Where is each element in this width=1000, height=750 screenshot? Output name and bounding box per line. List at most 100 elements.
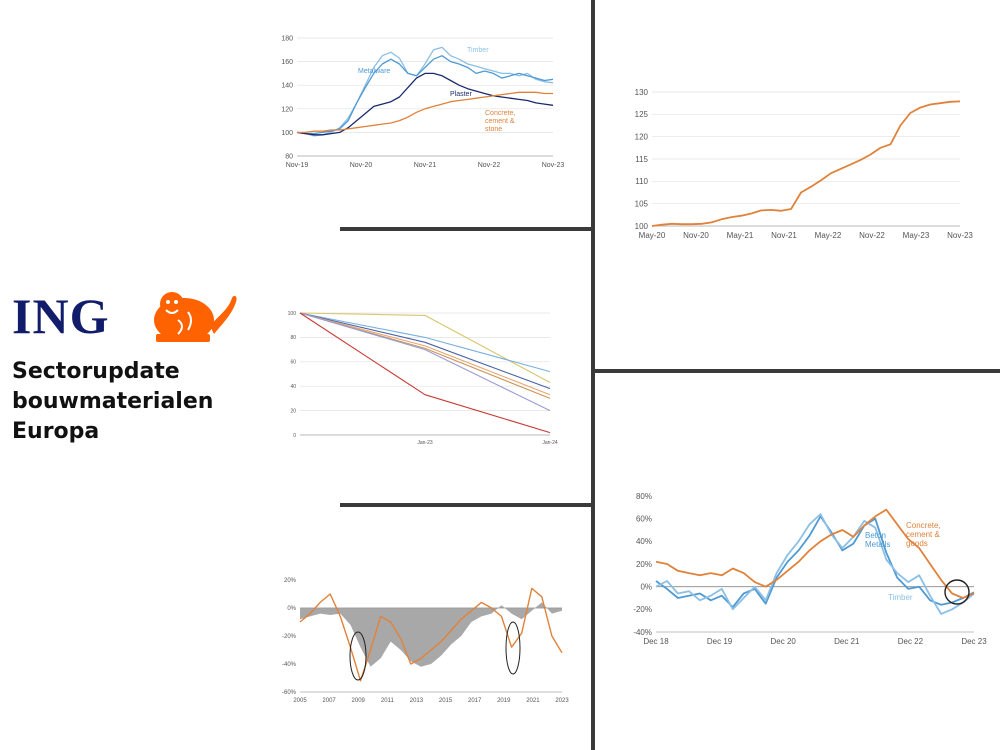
y-tick-label: 20%: [636, 560, 652, 569]
x-tick-label: 2017: [468, 698, 482, 704]
series-label: cement &: [485, 118, 515, 125]
y-tick-label: 80: [285, 153, 293, 160]
lion-icon: [154, 292, 237, 342]
divider-horizontal-top-left: [340, 227, 595, 231]
y-tick-label: 115: [635, 155, 648, 164]
chart-price-index-materials: 80 100 120 140 160 180 Nov-19 Nov-20 Nov-21 Nov-2…: [281, 35, 565, 169]
y-tick-label: -40%: [282, 662, 297, 668]
series-label: Timber: [467, 47, 489, 54]
y-tick-label: 180: [281, 35, 293, 42]
y-tick-label: 110: [635, 177, 648, 186]
series-line: [299, 312, 551, 412]
y-tick-label: 80: [290, 335, 296, 341]
x-tick-label: Nov-20: [683, 231, 709, 240]
y-tick-label: 40: [290, 384, 296, 390]
x-tick-label: 2021: [526, 698, 540, 704]
x-tick-label: 2007: [322, 698, 336, 704]
y-tick-label: 20: [290, 408, 296, 414]
series-area: [300, 602, 562, 667]
x-tick-label: 2015: [439, 698, 453, 704]
series-line: [296, 46, 554, 137]
y-tick-label: 0%: [287, 606, 296, 612]
x-tick-label: Dec 22: [898, 637, 924, 646]
chart-yoy-growth: 80% 60% 40% 20% 0% -20% -40%Dec 18 Dec 19 Dec 20…: [633, 492, 987, 646]
series-line: [655, 508, 975, 599]
divider-vertical-bottom: [591, 370, 595, 750]
x-tick-label: Dec 18: [643, 637, 669, 646]
page-title: Sectorupdate bouwmaterialen Europa: [12, 357, 213, 447]
highlight-circle: [944, 579, 970, 605]
y-tick-label: 120: [635, 132, 649, 141]
y-tick-label: 100: [281, 130, 293, 137]
x-tick-label: Jan-24: [542, 440, 558, 446]
y-tick-label: 0: [293, 433, 296, 439]
x-tick-label: Nov-22: [859, 231, 885, 240]
x-tick-label: Dec 21: [834, 637, 860, 646]
y-tick-label: 20%: [284, 578, 297, 584]
x-tick-label: Jan-23: [417, 440, 433, 446]
highlight-oval: [505, 621, 521, 675]
series-line: [299, 312, 551, 399]
title-line: Sectorupdate: [12, 359, 180, 384]
y-tick-label: 0%: [640, 582, 652, 591]
y-tick-label: 125: [635, 110, 649, 119]
series-line: [655, 515, 975, 608]
x-tick-label: Nov-21: [771, 231, 797, 240]
series-line: [297, 91, 553, 134]
x-tick-label: May-21: [727, 231, 754, 240]
series-label: Metalware: [358, 68, 390, 75]
x-tick-label: Nov-20: [350, 162, 373, 169]
y-tick-label: 140: [281, 83, 293, 90]
y-tick-label: -60%: [282, 690, 297, 696]
x-tick-label: Nov-23: [947, 231, 973, 240]
series-label: Metalls: [865, 540, 890, 549]
divider-vertical-top: [591, 0, 595, 370]
y-tick-label: 100: [635, 222, 649, 231]
x-tick-label: Nov-22: [478, 162, 501, 169]
series-line: [296, 55, 554, 135]
y-tick-label: 130: [635, 88, 649, 97]
series-label: Plaster: [450, 91, 472, 98]
y-tick-label: -20%: [633, 605, 652, 614]
x-tick-label: 2005: [293, 698, 307, 704]
series-label: Concrete,: [906, 521, 941, 530]
series-line: [651, 100, 961, 227]
x-tick-label: Nov-21: [414, 162, 437, 169]
x-tick-label: May-22: [815, 231, 842, 240]
x-tick-label: May-23: [903, 231, 930, 240]
series-label: stone: [485, 126, 502, 133]
series-line: [655, 513, 975, 615]
y-tick-label: 105: [635, 199, 649, 208]
x-tick-label: 2019: [497, 698, 511, 704]
series-label: cement &: [906, 530, 940, 539]
x-tick-label: Dec 19: [707, 637, 733, 646]
series-line: [299, 587, 563, 682]
y-tick-label: 80%: [636, 492, 652, 501]
chart-concrete-price-index: 100 105 110 115 120 125 130 May-20 Nov-20 May-21 N…: [635, 88, 974, 240]
y-tick-label: 100: [288, 311, 297, 317]
logo-text: ING: [12, 288, 110, 344]
x-tick-label: Dec 20: [771, 637, 797, 646]
title-line: bouwmaterialen: [12, 389, 214, 414]
y-tick-label: -20%: [282, 634, 297, 640]
highlight-oval: [349, 631, 367, 681]
chart-declining-lines: 0 20 40 60 80 100 Jan-23 Jan-24: [288, 311, 558, 446]
chart-area-growth: 20% 0% -20% -40% -60% 2005 2007 2009 2011 2013 201…: [282, 578, 569, 704]
series-line: [299, 312, 551, 434]
series-label: Beton: [865, 531, 886, 540]
y-tick-label: 160: [281, 59, 293, 66]
x-tick-label: 2009: [352, 698, 366, 704]
x-tick-label: Nov-23: [542, 162, 565, 169]
y-tick-label: -40%: [633, 628, 652, 637]
series-label: Concrete,: [485, 110, 515, 117]
y-tick-label: 40%: [636, 537, 652, 546]
x-tick-label: Nov-19: [286, 162, 309, 169]
y-tick-label: 120: [281, 106, 293, 113]
series-line: [299, 312, 551, 390]
divider-horizontal-mid-left: [340, 503, 595, 507]
y-tick-label: 60%: [636, 514, 652, 523]
x-tick-label: Dec 23: [961, 637, 987, 646]
divider-horizontal-right: [591, 369, 1000, 373]
ing-logo: ING: [12, 288, 242, 348]
series-line: [299, 312, 551, 396]
